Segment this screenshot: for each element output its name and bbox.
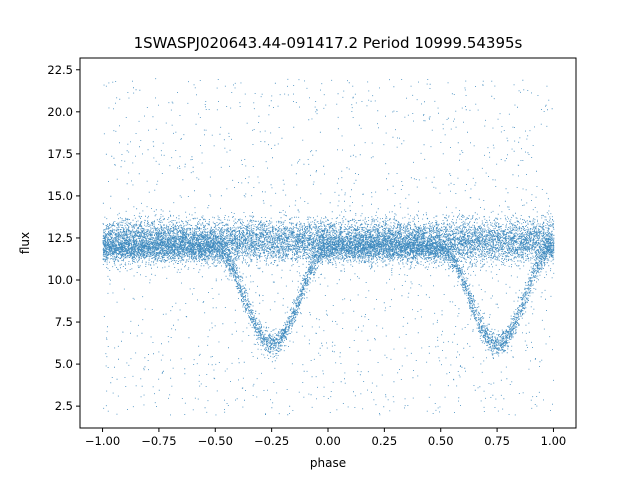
y-tick-label: 22.5 [47, 63, 73, 77]
y-tick-label: 17.5 [47, 147, 73, 161]
chart-title: 1SWASPJ020643.44-091417.2 Period 10999.5… [134, 34, 523, 52]
x-axis-label: phase [310, 456, 346, 470]
y-tick-label: 5.0 [55, 357, 73, 371]
x-tick-label: −1.00 [85, 434, 120, 448]
x-tick-label: −0.50 [198, 434, 233, 448]
y-tick-label: 10.0 [47, 273, 73, 287]
y-tick-label: 7.5 [55, 315, 73, 329]
y-tick-label: 15.0 [47, 189, 73, 203]
x-tick-label: 0.00 [315, 434, 341, 448]
y-tick-label: 12.5 [47, 231, 73, 245]
y-tick-label: 20.0 [47, 105, 73, 119]
data-points [102, 78, 555, 416]
x-axis-ticks: −1.00 −0.75 −0.50 −0.25 0.00 0.25 0.50 0.75 1.00 [85, 428, 566, 448]
y-tick-label: 2.5 [55, 399, 73, 413]
x-tick-label: 0.50 [428, 434, 454, 448]
y-axis-label: flux [18, 232, 32, 254]
x-tick-label: 1.00 [541, 434, 567, 448]
scatter-points [102, 78, 555, 416]
x-tick-label: 0.75 [484, 434, 510, 448]
y-axis-ticks: 2.5 5.0 7.5 10.0 12.5 15.0 17.5 20.0 22.5 [47, 63, 80, 413]
x-tick-label: −0.25 [254, 434, 289, 448]
x-tick-label: −0.75 [141, 434, 176, 448]
x-tick-label: 0.25 [372, 434, 398, 448]
